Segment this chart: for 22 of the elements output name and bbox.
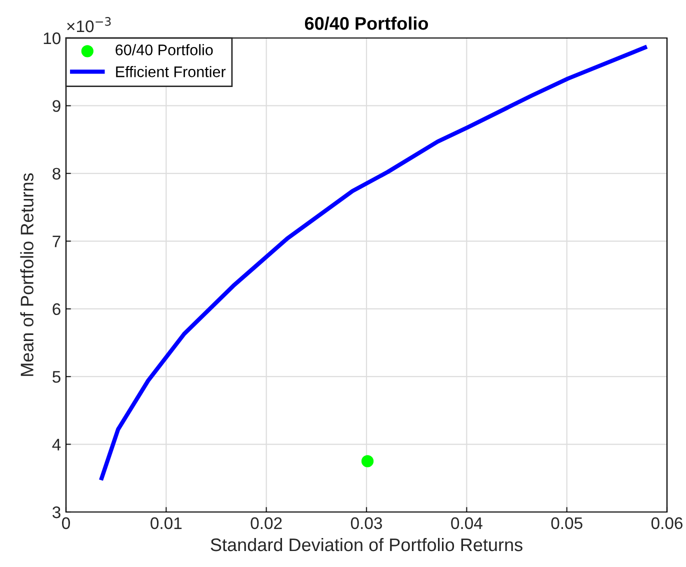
x-tick-label: 0.05 (551, 517, 582, 530)
y-tick-label: 5 (52, 371, 60, 383)
y-tick-label: 6 (52, 303, 60, 316)
y-tick-label: 10 (44, 32, 60, 44)
line-series (100, 45, 648, 480)
x-tick-label: 0 (62, 517, 70, 530)
y-tick-label: 4 (52, 438, 61, 450)
x-tick-label: 0.01 (150, 517, 182, 530)
y-tick-label: 9 (52, 100, 60, 112)
y-tick-label: 7 (52, 236, 60, 248)
x-tick-label: 0.06 (651, 517, 682, 530)
legend-label: 60/40 Portfolio (116, 44, 213, 56)
x-tick-label: 0.02 (250, 517, 282, 530)
chart-title: 60/40 Portfolio (304, 16, 428, 30)
x-tick-label: 0.04 (451, 517, 482, 530)
y-tick-label: 8 (52, 168, 60, 180)
legend-label: Efficient Frontier (116, 66, 226, 78)
y-tick-label: 3 (52, 506, 60, 518)
text: ×10$^{−3}$ (67, 17, 111, 32)
x-tick-label: 0.03 (350, 517, 382, 530)
x-axis-title: Standard Deviation of Portfolio Returns (210, 538, 522, 552)
y-axis-title: Mean of Portfolio Returns (20, 173, 34, 376)
